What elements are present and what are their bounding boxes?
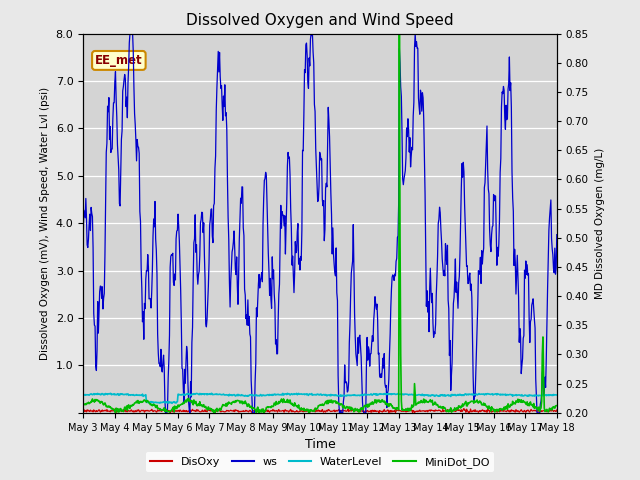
MiniDot_DO (378, 397, 385, 403)
MiniDot_DO (186, 398, 193, 404)
MiniDot_DO (111, 410, 119, 416)
MiniDot_DO (553, 403, 561, 408)
Legend: DisOxy, ws, WaterLevel, MiniDot_DO: DisOxy, ws, WaterLevel, MiniDot_DO (145, 452, 495, 472)
ws (126, 31, 134, 36)
Text: EE_met: EE_met (95, 54, 143, 67)
MiniDot_DO (88, 399, 95, 405)
WaterLevel (211, 391, 219, 397)
DisOxy (553, 407, 561, 413)
ws (378, 367, 386, 372)
WaterLevel (553, 392, 561, 398)
MiniDot_DO (396, 25, 403, 31)
MiniDot_DO (392, 405, 399, 411)
WaterLevel (378, 391, 386, 397)
WaterLevel (392, 392, 400, 397)
ws (392, 258, 400, 264)
WaterLevel (208, 390, 216, 396)
Title: Dissolved Oxygen and Wind Speed: Dissolved Oxygen and Wind Speed (186, 13, 454, 28)
ws (211, 166, 219, 171)
MiniDot_DO (211, 408, 218, 413)
Line: ws: ws (83, 34, 557, 413)
MiniDot_DO (79, 401, 87, 407)
DisOxy (460, 406, 468, 411)
DisOxy (377, 408, 385, 414)
DisOxy (210, 408, 218, 413)
DisOxy (79, 408, 87, 414)
MiniDot_DO (138, 399, 145, 405)
Y-axis label: Dissolved Oxygen (mV), Wind Speed, Water Lvl (psi): Dissolved Oxygen (mV), Wind Speed, Water… (40, 86, 50, 360)
ws (186, 410, 194, 416)
ws (162, 410, 170, 416)
Line: WaterLevel: WaterLevel (83, 393, 557, 403)
WaterLevel (137, 393, 145, 398)
DisOxy (185, 408, 193, 414)
Line: MiniDot_DO: MiniDot_DO (83, 28, 557, 413)
WaterLevel (79, 392, 87, 397)
DisOxy (88, 408, 95, 414)
DisOxy (411, 410, 419, 416)
DisOxy (137, 408, 145, 414)
ws (88, 211, 95, 216)
Y-axis label: MD Dissolved Oxygen (mg/L): MD Dissolved Oxygen (mg/L) (595, 147, 605, 299)
WaterLevel (168, 400, 176, 406)
DisOxy (391, 407, 399, 413)
WaterLevel (186, 391, 193, 397)
Line: DisOxy: DisOxy (83, 408, 557, 413)
ws (553, 232, 561, 238)
WaterLevel (88, 392, 95, 397)
ws (79, 235, 87, 240)
ws (138, 265, 145, 271)
X-axis label: Time: Time (305, 438, 335, 451)
